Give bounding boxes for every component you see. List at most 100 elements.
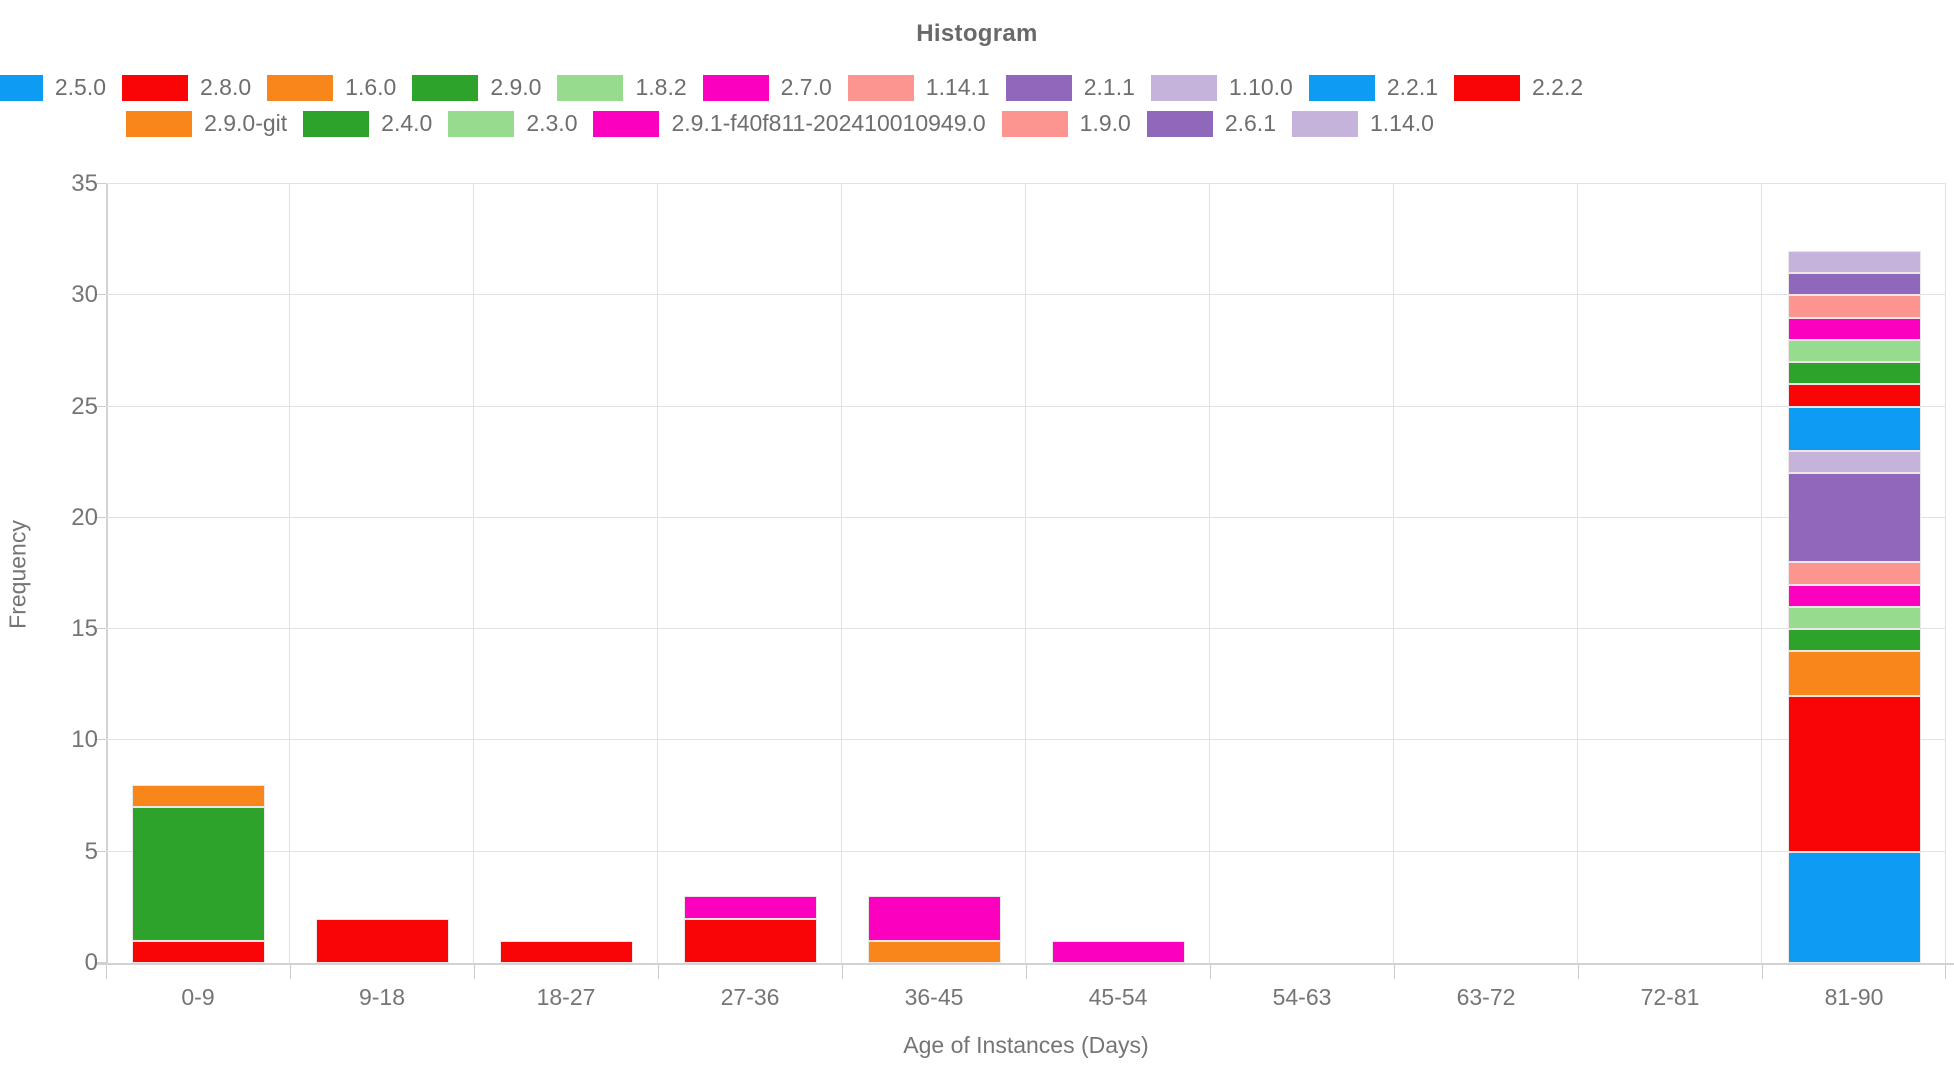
legend-swatch-icon <box>1001 110 1068 137</box>
x-tick-label: 36-45 <box>904 984 964 1010</box>
y-tick-mark <box>97 183 106 184</box>
legend-item-2.9.1-f40f811-202410010949.0[interactable]: 2.9.1-f40f811-202410010949.0 <box>593 110 986 137</box>
legend-item-2.5.0[interactable]: 2.5.0 <box>0 74 106 101</box>
legend-item-1.9.0[interactable]: 1.9.0 <box>1001 110 1131 137</box>
legend-swatch-icon <box>1291 110 1358 137</box>
legend-item-2.3.0[interactable]: 2.3.0 <box>448 110 577 137</box>
x-tick-mark <box>842 965 843 979</box>
legend-swatch-icon <box>267 74 334 101</box>
legend-swatch-icon <box>1150 74 1217 101</box>
y-tick-label: 0 <box>84 949 98 976</box>
legend-label: 1.14.1 <box>925 74 990 100</box>
bar-segment-2.7.0[interactable] <box>1051 940 1185 963</box>
legend-swatch-icon <box>1005 74 1072 101</box>
legend-row-2: 2.9.0-git 2.4.0 2.3.0 2.9.1-f40f811-2024100… <box>126 110 1434 137</box>
bar-segment-2.5.0[interactable] <box>1787 851 1921 963</box>
x-tick-label: 0-9 <box>181 984 215 1010</box>
legend-item-2.2.2[interactable]: 2.2.2 <box>1454 74 1583 101</box>
bar-segment-2.2.2[interactable] <box>1787 384 1921 407</box>
y-tick-mark <box>97 516 106 518</box>
x-tick-mark <box>474 965 475 979</box>
legend-item-1.6.0[interactable]: 1.6.0 <box>267 74 396 101</box>
bar-segment-1.14.1[interactable] <box>1787 562 1921 585</box>
y-tick-mark <box>97 962 106 963</box>
legend-swatch-icon <box>412 74 479 101</box>
bar-segment-2.7.0[interactable] <box>867 896 1001 941</box>
bar-segment-2.8.0[interactable] <box>1787 695 1921 852</box>
legend-item-2.4.0[interactable]: 2.4.0 <box>303 110 432 137</box>
bar-81-90 <box>1787 250 1921 963</box>
bar-segment-2.9.1-f40f811-202410010949.0[interactable] <box>1787 317 1921 340</box>
x-tick-mark <box>106 965 107 979</box>
x-gridline <box>1761 184 1762 963</box>
legend-label: 1.14.0 <box>1369 110 1434 136</box>
x-gridline <box>657 184 658 963</box>
legend-item-1.10.0[interactable]: 1.10.0 <box>1150 74 1293 101</box>
legend-swatch-icon <box>557 74 624 101</box>
legend-label: 2.3.0 <box>526 110 578 136</box>
legend-label: 2.9.0 <box>490 74 542 100</box>
bar-segment-2.9.0[interactable] <box>1787 629 1921 652</box>
legend-item-2.9.0[interactable]: 2.9.0 <box>412 74 541 101</box>
bar-segment-1.14.0[interactable] <box>1787 250 1921 274</box>
legend-label: 1.10.0 <box>1228 74 1293 100</box>
bar-segment-2.3.0[interactable] <box>1787 339 1921 363</box>
bar-segment-1.8.2[interactable] <box>1787 606 1921 630</box>
legend-swatch-icon <box>702 74 769 101</box>
legend-label: 2.8.0 <box>200 74 252 100</box>
legend-item-2.8.0[interactable]: 2.8.0 <box>122 74 251 101</box>
legend-label: 2.2.2 <box>1532 74 1584 100</box>
bar-segment-2.8.0[interactable] <box>499 940 633 963</box>
bar-segment-2.4.0[interactable] <box>1787 362 1921 385</box>
x-tick-mark <box>1394 965 1395 979</box>
x-gridline <box>1393 184 1394 963</box>
bar-segment-2.9.0-git[interactable] <box>131 784 265 808</box>
bar-segment-2.8.0[interactable] <box>131 940 265 963</box>
legend-swatch-icon <box>122 74 188 101</box>
legend-swatch-icon <box>303 110 370 137</box>
bar-segment-1.9.0[interactable] <box>1787 295 1921 318</box>
legend-label: 2.5.0 <box>54 74 106 100</box>
bar-segment-2.2.1[interactable] <box>1787 406 1921 452</box>
legend-label: 1.8.2 <box>635 74 687 100</box>
legend-item-2.7.0[interactable]: 2.7.0 <box>702 74 832 101</box>
bar-segment-2.8.0[interactable] <box>315 918 449 963</box>
bar-27-36 <box>683 896 817 963</box>
legend-swatch-icon <box>448 110 515 137</box>
legend-item-2.9.0-git[interactable]: 2.9.0-git <box>126 110 287 137</box>
legend-item-1.14.0[interactable]: 1.14.0 <box>1291 110 1434 137</box>
legend-item-2.1.1[interactable]: 2.1.1 <box>1005 74 1135 101</box>
legend-item-2.6.1[interactable]: 2.6.1 <box>1146 110 1276 137</box>
legend-label: 2.9.0-git <box>204 110 288 136</box>
bar-segment-2.9.0[interactable] <box>131 807 265 941</box>
bar-segment-1.10.0[interactable] <box>1787 451 1921 474</box>
x-tick-mark <box>1762 965 1763 979</box>
x-gridline <box>1025 184 1026 963</box>
legend-label: 1.9.0 <box>1079 110 1131 136</box>
x-tick-mark <box>1945 965 1946 979</box>
bar-segment-2.7.0[interactable] <box>1787 584 1921 607</box>
y-tick-mark <box>97 739 106 741</box>
bar-segment-1.6.0[interactable] <box>1787 651 1921 696</box>
x-axis-line <box>96 963 1954 965</box>
bar-9-18 <box>315 918 449 963</box>
bar-segment-2.7.0[interactable] <box>683 896 817 919</box>
legend-item-2.2.1[interactable]: 2.2.1 <box>1308 74 1438 101</box>
legend-item-1.8.2[interactable]: 1.8.2 <box>557 74 687 101</box>
y-tick-mark <box>97 628 106 630</box>
bar-segment-2.1.1[interactable] <box>1787 473 1921 563</box>
x-tick-label: 18-27 <box>536 984 596 1010</box>
bar-segment-1.6.0[interactable] <box>867 940 1001 963</box>
legend-label: 2.2.1 <box>1386 74 1438 100</box>
y-gridline <box>106 516 1946 518</box>
x-tick-label: 81-90 <box>1824 984 1884 1010</box>
x-tick-label: 45-54 <box>1088 984 1148 1010</box>
x-gridline <box>1209 184 1210 963</box>
bar-segment-2.8.0[interactable] <box>683 918 817 963</box>
bar-segment-2.6.1[interactable] <box>1787 273 1921 296</box>
legend-item-1.14.1[interactable]: 1.14.1 <box>847 74 990 101</box>
legend-swatch-icon <box>126 110 193 137</box>
y-tick-mark <box>97 405 106 407</box>
legend-swatch-icon <box>1454 74 1520 101</box>
